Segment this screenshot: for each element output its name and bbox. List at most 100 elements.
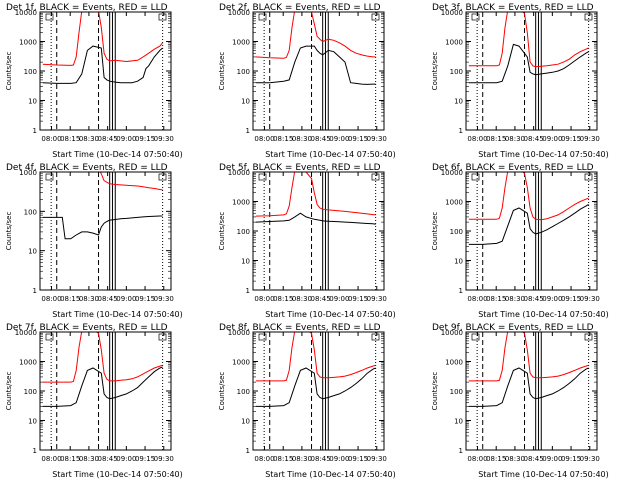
- marker-box: [158, 333, 167, 341]
- detector-panel: Det 9f, BLACK = Events, RED = LLD Counts/…: [431, 323, 609, 479]
- y-axis-label: Counts/sec: [431, 372, 439, 411]
- y-tick-label: 10000: [441, 329, 463, 337]
- y-tick-label: 10000: [441, 169, 463, 177]
- y-tick-label: 1: [459, 447, 463, 455]
- plot-data-layer: [42, 12, 164, 130]
- x-axis-label: Start Time (10-Dec-14 07:50:40): [478, 470, 609, 479]
- x-tick-label: 09:15: [348, 295, 368, 303]
- plot-frame: [465, 331, 598, 451]
- x-tick-label: 09:30: [367, 295, 387, 303]
- x-tick-label: 09:30: [580, 455, 600, 463]
- y-tick-label: 1: [33, 287, 37, 295]
- marker-box: [471, 333, 480, 341]
- detector-panel: Det 2f, BLACK = Events, RED = LLD Counts/…: [218, 3, 396, 159]
- y-tick-label: 10: [454, 98, 463, 106]
- x-axis-label: Start Time (10-Dec-14 07:50:40): [265, 310, 396, 319]
- detector-panel: Det 1f, BLACK = Events, RED = LLD Counts/…: [5, 3, 183, 159]
- x-tick-label: 09:30: [154, 295, 174, 303]
- x-tick-label: 08:00: [467, 295, 487, 303]
- x-tick-label: 09:00: [542, 455, 562, 463]
- panel-title: Det 1f, BLACK = Events, RED = LLD: [6, 3, 168, 13]
- y-tick-label: 100: [237, 388, 250, 396]
- marker-box: [471, 173, 480, 181]
- x-tick-label: 08:45: [98, 135, 118, 143]
- y-tick-label: 10: [454, 418, 463, 426]
- x-tick-label: 09:00: [116, 455, 136, 463]
- x-tick-label: 08:30: [292, 455, 312, 463]
- x-axis-label: Start Time (10-Dec-14 07:50:40): [478, 150, 609, 159]
- marker-box: [258, 13, 267, 21]
- lld-series-line: [99, 172, 163, 191]
- events-series-line: [255, 45, 376, 85]
- y-axis-label: Counts/sec: [218, 52, 226, 91]
- y-tick-label: 1000: [19, 169, 37, 177]
- x-axis-label: Start Time (10-Dec-14 07:50:40): [265, 150, 396, 159]
- plot-data-layer: [42, 332, 164, 450]
- y-axis-label: Counts/sec: [5, 52, 13, 91]
- y-tick-label: 10000: [15, 9, 37, 17]
- x-tick-label: 09:15: [348, 135, 368, 143]
- detector-panel: Det 5f, BLACK = Events, RED = LLD Counts/…: [218, 163, 396, 319]
- events-series-line: [42, 366, 163, 407]
- lld-series-line: [255, 172, 376, 217]
- x-tick-label: 08:45: [311, 295, 331, 303]
- lld-series-line: [42, 332, 163, 383]
- y-tick-label: 1000: [445, 199, 463, 207]
- plot-frame: [465, 11, 598, 131]
- plot-data-layer: [468, 172, 590, 290]
- x-axis-label: Start Time (10-Dec-14 07:50:40): [265, 470, 396, 479]
- y-axis-label: Counts/sec: [431, 212, 439, 251]
- x-tick-label: 08:30: [292, 295, 312, 303]
- x-tick-label: 08:15: [486, 135, 506, 143]
- x-tick-label: 08:00: [467, 455, 487, 463]
- x-tick-label: 08:45: [524, 135, 544, 143]
- detector-panel: Det 3f, BLACK = Events, RED = LLD Counts/…: [431, 3, 609, 159]
- x-tick-label: 08:30: [505, 295, 525, 303]
- y-tick-label: 10000: [228, 9, 250, 17]
- y-tick-label: 100: [237, 68, 250, 76]
- plot-data-layer: [255, 332, 377, 450]
- y-tick-label: 10000: [441, 9, 463, 17]
- y-axis-label: Counts/sec: [431, 52, 439, 91]
- lld-series-line: [255, 12, 376, 59]
- y-tick-label: 10: [28, 248, 37, 256]
- x-tick-label: 09:30: [154, 455, 174, 463]
- y-tick-label: 100: [24, 68, 37, 76]
- y-tick-label: 1: [246, 287, 250, 295]
- y-tick-label: 10: [454, 258, 463, 266]
- plot-frame: [252, 171, 385, 291]
- x-tick-label: 08:15: [60, 455, 80, 463]
- panel-title: Det 2f, BLACK = Events, RED = LLD: [219, 3, 381, 13]
- plot-data-layer: [255, 172, 377, 290]
- x-tick-label: 09:15: [561, 135, 581, 143]
- x-tick-label: 08:15: [273, 135, 293, 143]
- y-tick-label: 1: [459, 127, 463, 135]
- y-tick-label: 1000: [445, 359, 463, 367]
- x-tick-label: 08:45: [311, 135, 331, 143]
- y-tick-label: 10: [241, 258, 250, 266]
- x-axis-label: Start Time (10-Dec-14 07:50:40): [478, 310, 609, 319]
- plot-data-layer: [468, 332, 590, 450]
- marker-box: [158, 173, 167, 181]
- y-tick-label: 1000: [19, 39, 37, 47]
- y-tick-label: 1: [246, 447, 250, 455]
- x-tick-label: 09:30: [367, 455, 387, 463]
- x-tick-label: 08:00: [41, 135, 61, 143]
- marker-box: [158, 13, 167, 21]
- detector-panel: Det 4f, BLACK = Events, RED = LLD Counts/…: [5, 163, 183, 319]
- y-tick-label: 10: [28, 418, 37, 426]
- x-axis-label: Start Time (10-Dec-14 07:50:40): [52, 310, 183, 319]
- x-tick-label: 09:30: [580, 295, 600, 303]
- x-tick-label: 09:00: [329, 135, 349, 143]
- x-tick-label: 08:00: [254, 135, 274, 143]
- plot-frame: [252, 331, 385, 451]
- x-tick-label: 08:45: [98, 455, 118, 463]
- marker-box: [45, 333, 54, 341]
- detector-panel: Det 6f, BLACK = Events, RED = LLD Counts/…: [431, 163, 609, 319]
- x-tick-label: 09:00: [116, 135, 136, 143]
- marker-box: [371, 173, 380, 181]
- x-tick-label: 08:00: [41, 295, 61, 303]
- lld-series-line: [255, 332, 376, 382]
- panel-title: Det 6f, BLACK = Events, RED = LLD: [432, 163, 594, 173]
